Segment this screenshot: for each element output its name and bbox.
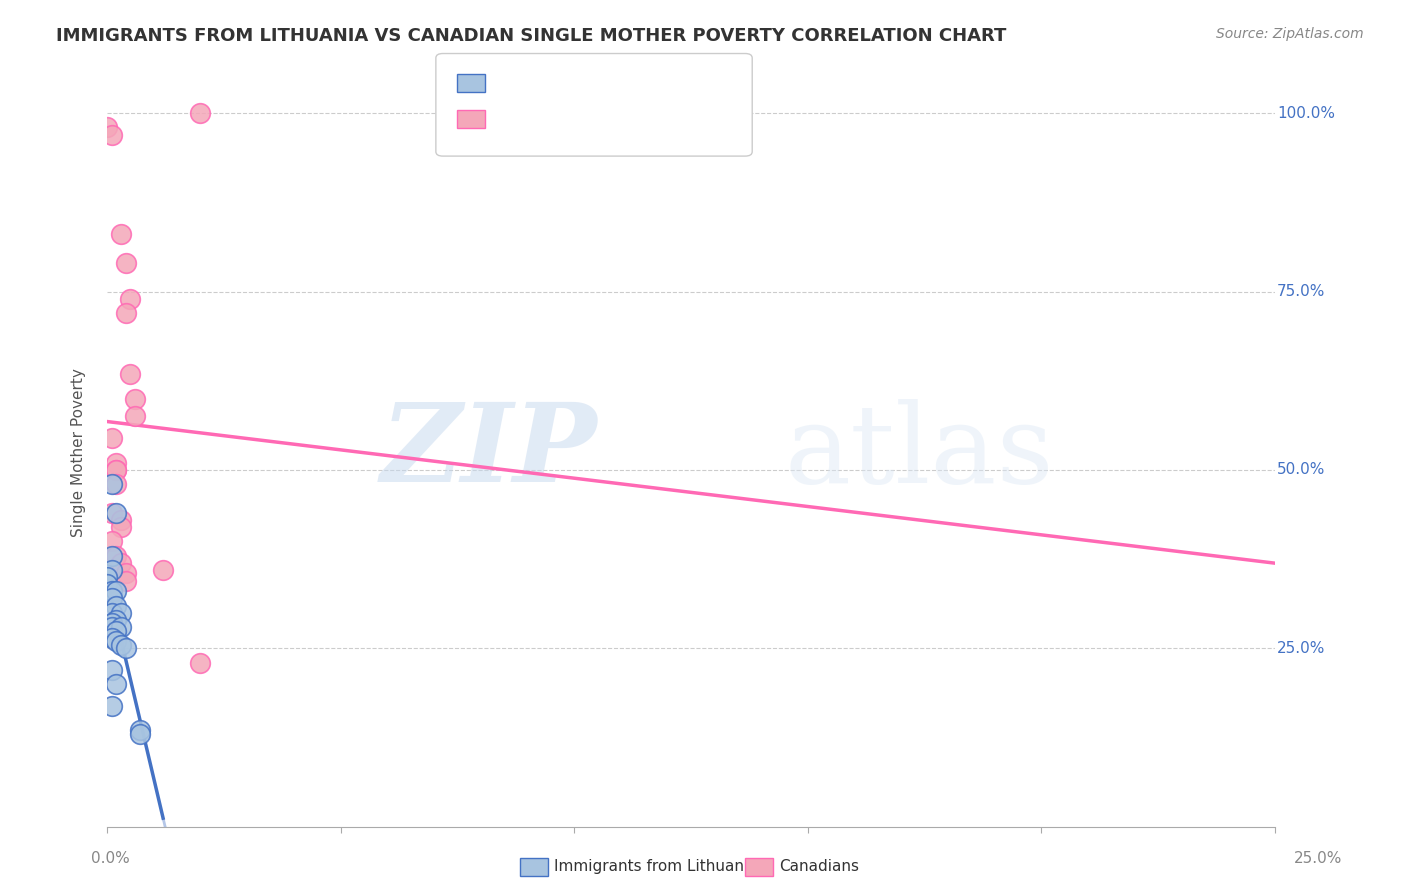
Point (124, 409, 146, 424)
Point (110, 227, 132, 242)
Text: Canadians: Canadians (779, 859, 859, 873)
Text: Source: ZipAtlas.com: Source: ZipAtlas.com (1216, 27, 1364, 41)
Point (105, 549, 128, 563)
Point (105, 584, 128, 599)
Point (190, 106, 212, 120)
Text: R =  0.431    N = 25: R = 0.431 N = 25 (491, 111, 673, 125)
Point (110, 606, 132, 620)
Text: R = -0.445    N = 26: R = -0.445 N = 26 (491, 75, 673, 89)
Point (105, 463, 128, 477)
Point (110, 513, 132, 527)
Text: 0.0%: 0.0% (91, 851, 131, 865)
Point (100, 506, 122, 520)
Point (128, 727, 150, 741)
Point (100, 616, 122, 631)
Text: 50.0%: 50.0% (1277, 462, 1326, 477)
Point (120, 367, 142, 381)
Point (100, 477, 122, 491)
Text: IMMIGRANTS FROM LITHUANIA VS CANADIAN SINGLE MOTHER POVERTY CORRELATION CHART: IMMIGRANTS FROM LITHUANIA VS CANADIAN SI… (56, 27, 1007, 45)
Point (100, 606, 122, 620)
Text: 100.0%: 100.0% (1277, 105, 1334, 120)
Point (105, 613, 128, 627)
Point (100, 584, 122, 599)
Point (114, 256, 136, 270)
Point (100, 631, 122, 645)
Point (110, 638, 132, 652)
Point (110, 520, 132, 534)
Point (105, 634, 128, 648)
Point (100, 698, 122, 713)
Point (128, 723, 150, 738)
Point (100, 620, 122, 634)
Point (105, 599, 128, 613)
Point (190, 656, 212, 670)
Text: ZIP: ZIP (381, 399, 598, 506)
Point (105, 506, 128, 520)
Point (114, 641, 136, 656)
Point (120, 292, 142, 306)
Text: 25.0%: 25.0% (1295, 851, 1343, 865)
Y-axis label: Single Mother Poverty: Single Mother Poverty (72, 368, 86, 537)
Text: 75.0%: 75.0% (1277, 284, 1326, 299)
Text: Immigrants from Lithuania: Immigrants from Lithuania (554, 859, 758, 873)
Point (96, 570, 118, 584)
Point (114, 306, 136, 320)
Point (152, 563, 174, 577)
Point (96, 120, 118, 135)
Point (114, 574, 136, 588)
Text: atlas: atlas (785, 399, 1054, 506)
Point (100, 591, 122, 606)
Point (105, 477, 128, 491)
Point (114, 566, 136, 581)
Text: 25.0%: 25.0% (1277, 641, 1326, 656)
Point (96, 577, 118, 591)
Point (100, 549, 122, 563)
Point (100, 663, 122, 677)
Point (100, 128, 122, 142)
Point (100, 431, 122, 445)
Point (105, 456, 128, 470)
Point (100, 534, 122, 549)
Point (105, 463, 128, 477)
Point (100, 563, 122, 577)
Point (110, 620, 132, 634)
Point (105, 677, 128, 691)
Point (105, 624, 128, 638)
Point (124, 392, 146, 406)
Point (110, 556, 132, 570)
